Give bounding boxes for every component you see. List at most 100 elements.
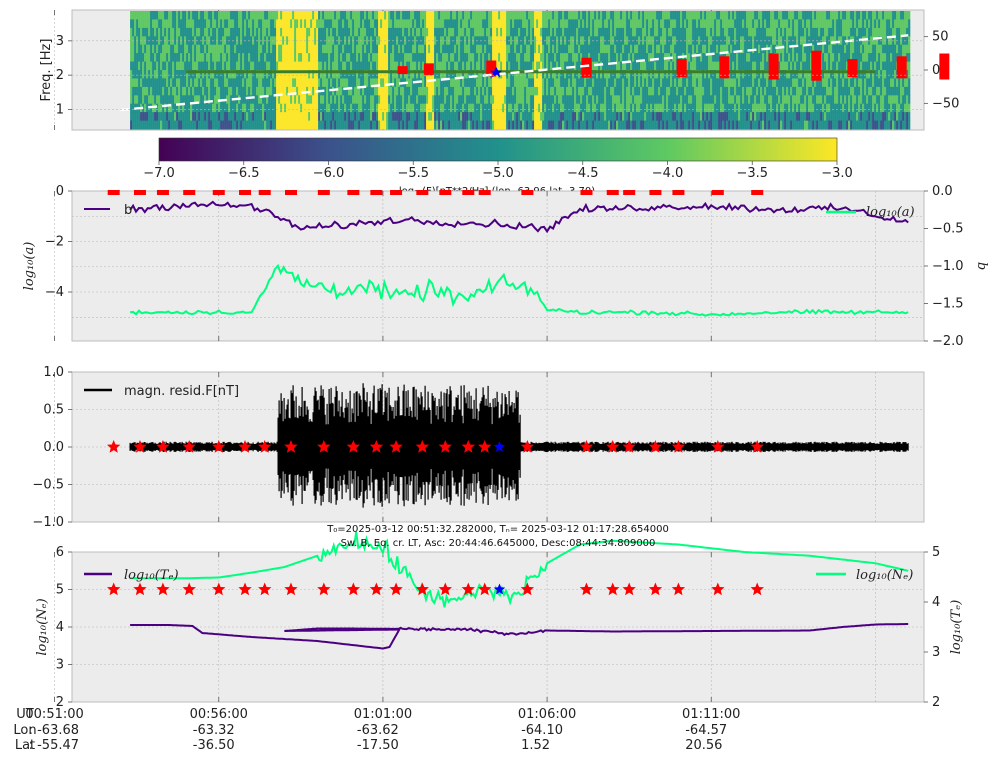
spectrogram-cell <box>830 112 833 121</box>
spectrogram-cell <box>706 103 709 113</box>
spectrogram-cell <box>772 27 775 37</box>
spectrogram-cell <box>172 61 175 71</box>
spectrogram-cell <box>184 19 187 29</box>
spectrogram-cell <box>736 61 739 71</box>
spectrogram-cell <box>170 86 173 96</box>
spectrogram-cell <box>620 103 623 113</box>
spectrogram-cell <box>284 112 287 121</box>
spectrogram-cell <box>500 44 503 54</box>
spectrogram-cell <box>832 19 835 29</box>
spectrogram-cell <box>730 19 733 29</box>
spectrogram-cell <box>292 95 295 105</box>
spectrogram-cell <box>432 27 435 37</box>
spectrogram-cell <box>642 86 645 96</box>
spectrogram-cell <box>396 112 399 121</box>
spectrogram-cell <box>660 53 663 62</box>
spectrogram-cell <box>184 103 187 113</box>
spectrogram-cell <box>644 95 647 105</box>
spectrogram-cell <box>398 19 401 29</box>
spectrogram-cell <box>376 103 379 113</box>
spectrogram-cell <box>572 86 575 96</box>
spectrogram-cell <box>716 86 719 96</box>
spectrogram-cell <box>838 78 841 88</box>
spectrogram-cell <box>774 19 777 29</box>
spectrogram-cell <box>132 27 135 37</box>
spectrogram-cell <box>224 103 227 113</box>
spectrogram-cell <box>318 19 321 29</box>
spectrogram-cell <box>734 53 737 62</box>
spectrogram-cell <box>702 112 705 121</box>
spectrogram-cell <box>416 112 419 121</box>
spectrogram-cell <box>192 70 195 79</box>
spectrogram-cell <box>742 95 745 105</box>
spectrogram-cell <box>570 19 573 29</box>
spectrogram-cell <box>782 78 785 88</box>
spectrogram-cell <box>726 103 729 113</box>
spectrogram-cell <box>164 112 167 121</box>
spectrogram-cell <box>674 44 677 54</box>
spectrogram-cell <box>322 61 325 71</box>
spectrogram-cell <box>696 53 699 62</box>
spectrogram-cell <box>200 95 203 105</box>
spectrogram-cell <box>446 103 449 113</box>
spectrogram-cell <box>770 78 773 88</box>
spectrogram-cell <box>576 19 579 29</box>
spectrogram-cell <box>636 53 639 62</box>
spectrogram-cell <box>242 78 245 88</box>
spectrogram-cell <box>708 112 711 121</box>
spectrogram-cell <box>768 120 771 130</box>
spectrogram-cell <box>828 103 831 113</box>
spectrogram-cell <box>640 86 643 96</box>
spectrogram-cell <box>232 78 235 88</box>
spectrogram-cell <box>750 27 753 37</box>
spectrogram-cell <box>250 120 253 130</box>
spectrogram-cell <box>776 19 779 29</box>
spectrogram-cell <box>256 44 259 54</box>
spectrogram-cell <box>742 120 745 130</box>
spectrogram-cell <box>522 86 525 96</box>
spectrogram-cell <box>692 78 695 88</box>
spectrogram-cell <box>816 19 819 29</box>
spectrogram-cell <box>504 78 507 88</box>
spectrogram-cell <box>276 27 279 37</box>
spectrogram-cell <box>464 70 467 79</box>
spectrogram-cell <box>392 78 395 88</box>
spectrogram-cell <box>374 70 377 79</box>
spectrogram-cell <box>736 70 739 79</box>
spectrogram-cell <box>522 61 525 71</box>
spectrogram-cell <box>484 19 487 29</box>
spectrogram-cell <box>540 53 543 62</box>
spectrogram-cell <box>712 11 715 20</box>
spectrogram-cell <box>826 70 829 79</box>
spectrogram-cell <box>682 27 685 37</box>
spectrogram-cell <box>212 19 215 29</box>
spectrogram-cell <box>798 61 801 71</box>
spectrogram-cell <box>752 78 755 88</box>
spectrogram-cell <box>142 27 145 37</box>
spectrogram-cell <box>652 86 655 96</box>
spectrogram-cell <box>546 112 549 121</box>
spectrogram-cell <box>676 103 679 113</box>
spectrogram-cell <box>798 36 801 46</box>
spectrogram-cell <box>484 61 487 71</box>
spectrogram-cell <box>282 103 285 113</box>
spectrogram-cell <box>830 36 833 46</box>
spectrogram-cell <box>470 61 473 71</box>
spectrogram-cell <box>526 78 529 88</box>
spectrogram-cell <box>330 61 333 71</box>
spectrogram-cell <box>322 120 325 130</box>
spectrogram-cell <box>640 103 643 113</box>
spectrogram-cell <box>588 112 591 121</box>
spectrogram-cell <box>448 27 451 37</box>
spectrogram-cell <box>752 103 755 113</box>
spectrogram-cell <box>774 78 777 88</box>
spectrogram-cell <box>808 27 811 37</box>
spectrogram-cell <box>304 95 307 105</box>
spectrogram-cell <box>516 11 519 20</box>
spectrogram-cell <box>262 95 265 105</box>
spectrogram-cell <box>156 44 159 54</box>
spectrogram-cell <box>736 53 739 62</box>
spectrogram-cell <box>226 95 229 105</box>
spectrogram-cell <box>696 19 699 29</box>
spectrogram-cell <box>716 78 719 88</box>
